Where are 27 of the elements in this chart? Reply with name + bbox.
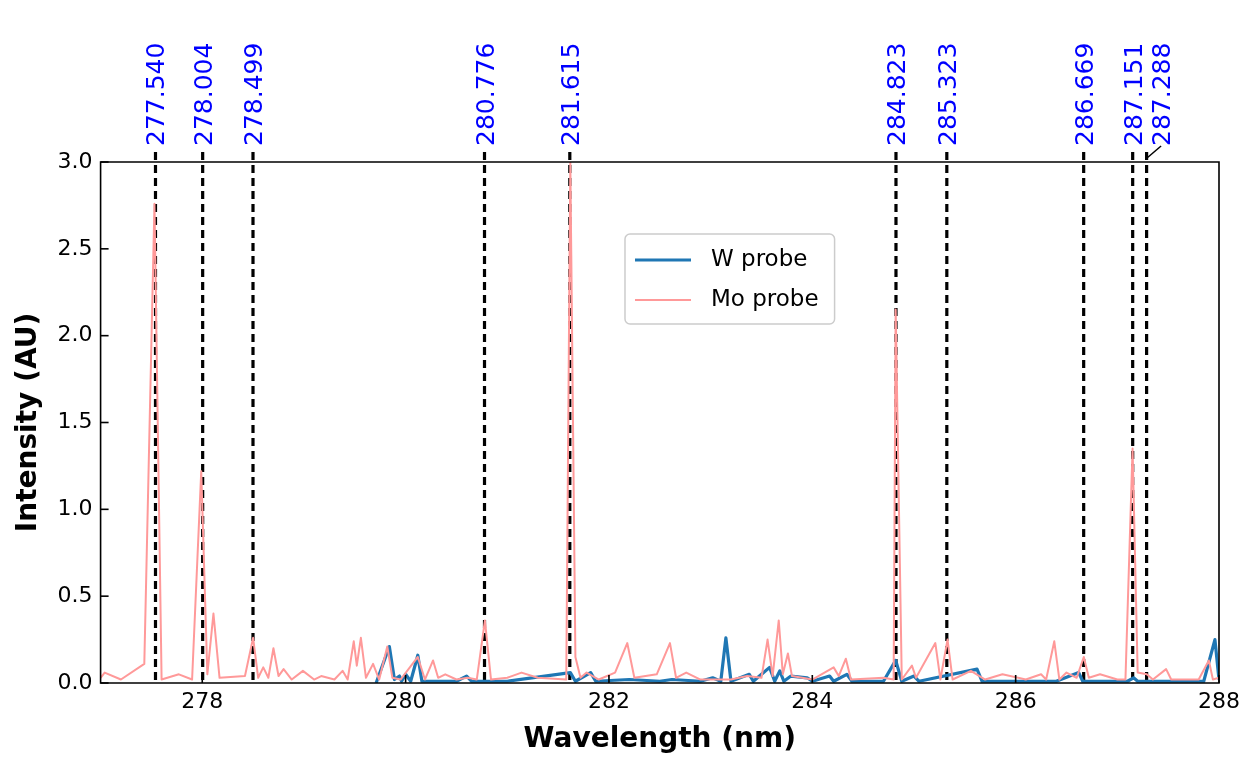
ref-line-label: 281.615	[555, 42, 585, 146]
x-tick-label: 288	[1198, 687, 1240, 713]
legend-label: W probe	[710, 244, 808, 271]
y-tick-label: 1.5	[57, 408, 93, 434]
ref-line-label: 286.669	[1069, 42, 1099, 146]
legend-label: Mo probe	[710, 284, 819, 311]
ref-line-label: 280.776	[470, 42, 500, 146]
y-tick-label: 2.5	[57, 234, 93, 260]
y-tick-label: 0.5	[57, 581, 93, 607]
ref-line-label: 277.540	[141, 42, 171, 146]
ref-line-label: 287.151	[1118, 42, 1148, 146]
x-tick-label: 282	[587, 687, 630, 713]
x-tick-label: 280	[384, 687, 427, 713]
y-tick-label: 1.0	[57, 495, 93, 521]
ref-line-label: 284.823	[881, 42, 911, 146]
x-tick-label: 284	[791, 687, 834, 713]
x-axis-title: Wavelength (nm)	[523, 721, 796, 755]
x-tick-label: 278	[181, 687, 224, 713]
ref-line-label: 278.004	[188, 42, 218, 146]
y-axis-title: Intensity (AU)	[10, 312, 44, 533]
y-tick-label: 3.0	[57, 147, 93, 173]
y-tick-label: 0.0	[57, 668, 93, 694]
ref-line-label: 287.288	[1146, 42, 1176, 146]
ref-line-label: 278.499	[239, 42, 268, 146]
x-tick-label: 286	[994, 687, 1037, 713]
y-tick-label: 2.0	[57, 321, 93, 347]
ref-line-label: 285.323	[932, 42, 962, 146]
